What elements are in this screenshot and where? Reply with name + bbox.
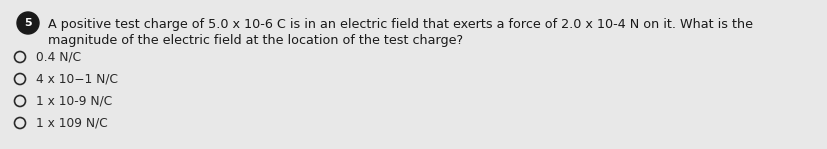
Text: 5: 5: [24, 18, 31, 28]
Text: 1 x 109 N/C: 1 x 109 N/C: [36, 117, 108, 129]
Text: 4 x 10−1 N/C: 4 x 10−1 N/C: [36, 73, 118, 86]
Text: A positive test charge of 5.0 x 10-6 C is in an electric field that exerts a for: A positive test charge of 5.0 x 10-6 C i…: [48, 18, 752, 31]
Text: 1 x 10-9 N/C: 1 x 10-9 N/C: [36, 94, 112, 107]
Circle shape: [17, 12, 39, 34]
Text: 0.4 N/C: 0.4 N/C: [36, 51, 81, 63]
Text: magnitude of the electric field at the location of the test charge?: magnitude of the electric field at the l…: [48, 34, 462, 47]
